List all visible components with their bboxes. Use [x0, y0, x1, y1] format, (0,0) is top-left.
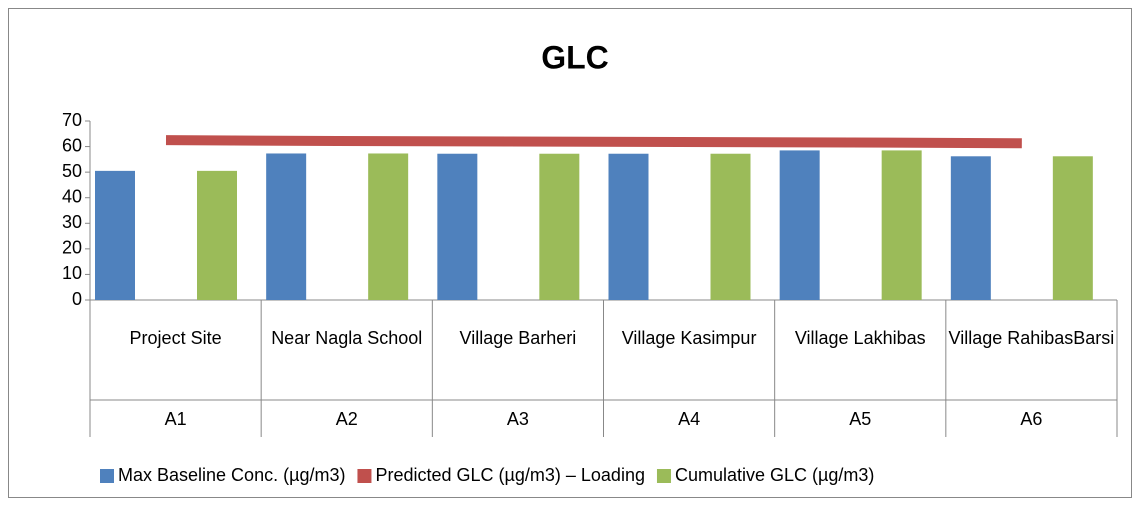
bar	[608, 153, 649, 300]
x-tick-label: Village Kasimpur	[621, 328, 757, 348]
y-tick-label: 40	[62, 186, 82, 206]
bar	[437, 153, 478, 300]
bar	[197, 170, 237, 300]
bar	[950, 156, 991, 300]
chart-title: GLC	[541, 39, 609, 75]
y-tick-label: 50	[62, 161, 82, 181]
x-tick-label: Project Site	[129, 328, 222, 348]
y-tick-label: 30	[62, 212, 82, 232]
legend-label: Cumulative GLC (µg/m3)	[675, 465, 874, 485]
x-group-label: A1	[164, 409, 187, 429]
x-group-label: A4	[678, 409, 701, 429]
legend-label: Predicted GLC (µg/m3) – Loading	[375, 465, 645, 485]
bar	[779, 150, 820, 300]
x-group-label: A5	[849, 409, 872, 429]
legend-swatch	[656, 469, 671, 483]
y-tick-label: 20	[62, 238, 82, 258]
bar	[1052, 156, 1093, 300]
y-tick-label: 10	[62, 263, 82, 283]
x-group-label: A3	[506, 409, 529, 429]
bar	[368, 153, 409, 300]
bar	[95, 170, 135, 300]
x-tick-label: Village RahibasBarsi	[948, 328, 1115, 348]
y-tick-label: 0	[72, 289, 82, 309]
y-tick-label: 70	[62, 110, 82, 130]
x-tick-label: Village Barheri	[459, 328, 577, 348]
bar	[881, 150, 922, 300]
legend-swatch	[100, 469, 114, 483]
y-tick-label: 60	[62, 135, 82, 155]
legend-label: Max Baseline Conc. (µg/m3)	[118, 465, 345, 485]
legend-swatch	[357, 469, 372, 483]
bar	[266, 153, 307, 300]
line	[165, 135, 1022, 149]
x-tick-label: Village Lakhibas	[794, 328, 926, 348]
bar	[539, 153, 580, 300]
x-tick-label: Near Nagla School	[271, 328, 423, 348]
x-group-label: A6	[1020, 409, 1043, 429]
bar	[710, 153, 751, 300]
x-group-label: A2	[335, 409, 358, 429]
